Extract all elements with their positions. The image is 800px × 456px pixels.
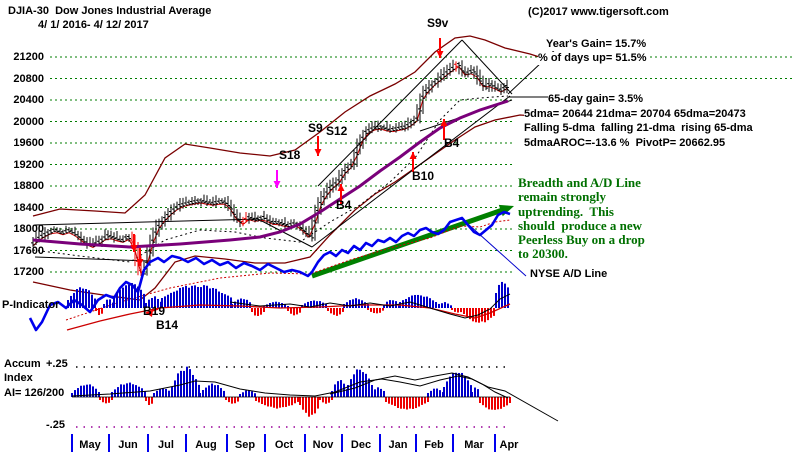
signal-b10: B10 [412,169,435,183]
stat-years-gain: Year's Gain= 15.7% [546,38,647,51]
stat-aroc-pivot: 5dmaAROC=-13.6 % PivotP= 20662.95 [524,137,726,150]
y-axis-label: 19200 [13,158,44,171]
annotation-line: uptrending. This [518,203,614,219]
y-axis-label: 17600 [13,244,44,257]
annotation-line: Breadth and A/D Line [518,175,641,190]
signal-s9: S9 [308,121,323,135]
month-label-dec: Dec [350,439,372,451]
y-axis-label: 21200 [13,51,44,63]
y-axis-label: 18800 [13,180,44,192]
annotation-line: should produce a new [518,217,643,233]
signal-s12: S12 [326,124,348,138]
date-range: 4/ 1/ 2016- 4/ 12/ 2017 [38,19,149,31]
annotation-line: remain strongly [518,189,606,205]
stat-days-up: % of days up= 51.5% [538,52,647,65]
month-label-jul: Jul [158,439,174,451]
signal-s18: S18 [279,148,301,162]
y-axis-label: 17200 [13,266,44,278]
annotation-line: Peerless Buy on a drop [518,232,645,248]
accum-plus-level: +.25 [46,358,68,370]
copyright: (C)2017 www.tigersoft.com [528,6,669,19]
signal-b4: B4 [444,136,460,150]
nyse-ad-line-label: NYSE A/D Line [530,268,608,280]
y-axis-label: 20400 [13,94,44,106]
accum-label-1: Accum [4,358,41,370]
month-label-mar: Mar [464,439,484,451]
month-label-sep: Sep [234,439,256,451]
accum-ai-value: AI= 126/200 [4,387,65,399]
y-axis-label: 20800 [13,72,44,85]
breadth-annotation: Breadth and A/D Line remain strongly upt… [518,175,645,262]
signal-s9v: S9v [427,16,449,30]
month-label-nov: Nov [312,439,334,451]
stat-dma-trend: Falling 5-dma falling 21-dma rising 65-d… [524,122,753,135]
annotation-line: to 20300. [518,246,568,262]
month-label-jun: Jun [118,439,138,451]
signal-b14: B14 [156,318,179,332]
month-label-aug: Aug [195,439,217,451]
y-axis-label: 18400 [13,201,44,214]
accum-label-2: Index [4,372,33,384]
signal-b19: B19 [143,304,166,318]
chart-title: DJIA-30 Dow Jones Industrial Average [8,5,212,17]
accum-minus-level: -.25 [46,419,65,431]
month-label-may: May [79,439,101,451]
signal-b4: B4 [336,198,352,212]
month-label-oct: Oct [274,439,294,451]
month-label-apr: Apr [499,439,519,451]
y-axis-label: 19600 [13,137,44,149]
month-label-jan: Jan [388,439,408,451]
y-axis-label: 20000 [13,115,44,128]
month-label-feb: Feb [424,439,444,451]
stat-dmas: 5dma= 20644 21dma= 20704 65dma=20473 [524,108,746,121]
y-axis-label: 18000 [13,223,44,235]
p-indicator-label: P-Indicator [2,299,60,311]
stat-65day-gain: 65-day gain= 3.5% [548,93,644,106]
